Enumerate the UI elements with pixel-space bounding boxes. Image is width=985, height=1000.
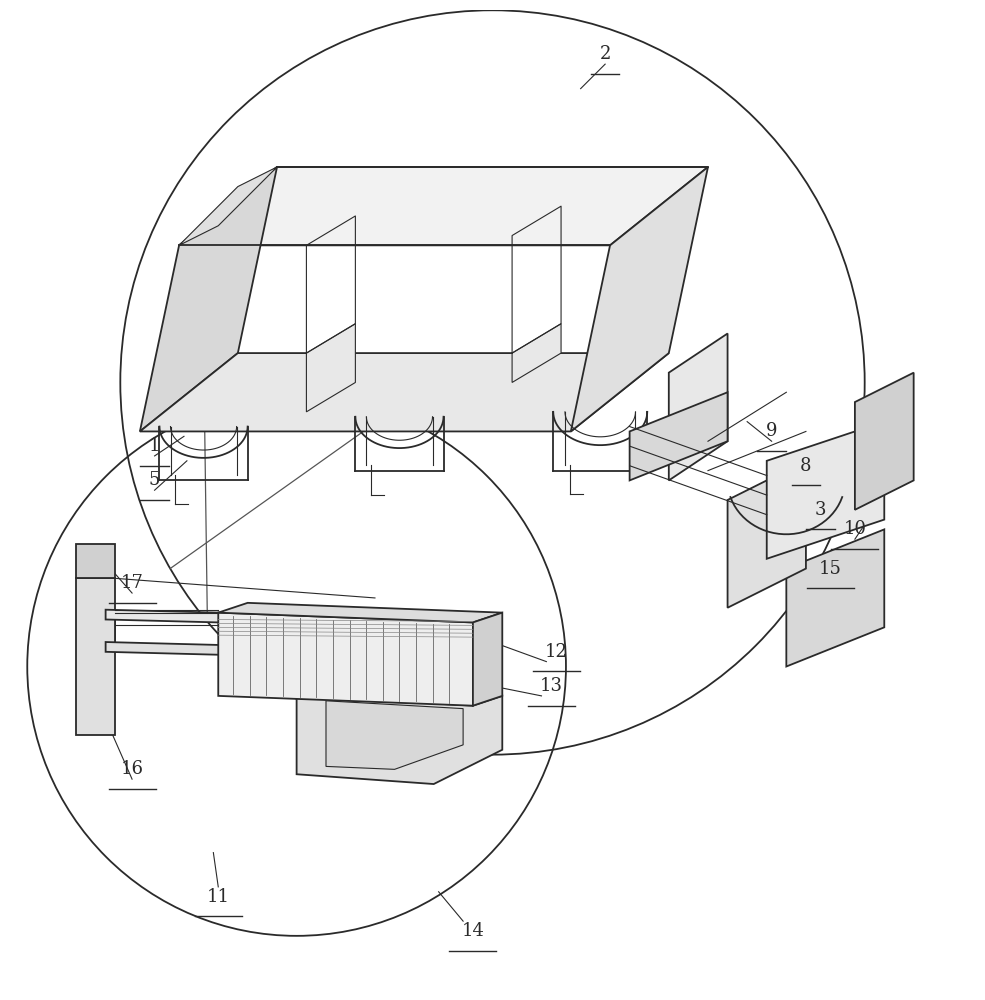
Text: 10: 10 — [843, 520, 867, 538]
Polygon shape — [76, 544, 115, 578]
Polygon shape — [326, 701, 463, 769]
Polygon shape — [306, 324, 356, 412]
Text: 12: 12 — [545, 643, 567, 661]
Polygon shape — [76, 578, 115, 735]
Text: 9: 9 — [766, 422, 777, 440]
Polygon shape — [140, 167, 277, 431]
Polygon shape — [296, 696, 502, 784]
Text: 14: 14 — [462, 922, 485, 940]
Text: 13: 13 — [540, 677, 562, 695]
Text: 5: 5 — [149, 471, 161, 489]
Polygon shape — [473, 613, 502, 706]
Text: 1: 1 — [149, 437, 161, 455]
Polygon shape — [219, 613, 473, 706]
Polygon shape — [105, 642, 483, 662]
Polygon shape — [179, 167, 277, 245]
Polygon shape — [855, 373, 914, 510]
Polygon shape — [766, 422, 885, 559]
Polygon shape — [179, 167, 708, 245]
Polygon shape — [629, 392, 728, 480]
Text: 15: 15 — [819, 560, 842, 578]
Polygon shape — [512, 324, 561, 382]
Text: 17: 17 — [120, 574, 144, 592]
Text: 2: 2 — [600, 45, 611, 63]
Polygon shape — [571, 167, 708, 431]
Polygon shape — [140, 353, 669, 431]
Polygon shape — [786, 529, 885, 667]
Polygon shape — [219, 603, 502, 622]
Text: 3: 3 — [815, 501, 826, 519]
Text: 11: 11 — [207, 888, 230, 906]
Text: 8: 8 — [800, 457, 812, 475]
Polygon shape — [105, 610, 483, 629]
Text: 16: 16 — [120, 760, 144, 778]
Polygon shape — [669, 333, 728, 480]
Polygon shape — [728, 461, 806, 608]
